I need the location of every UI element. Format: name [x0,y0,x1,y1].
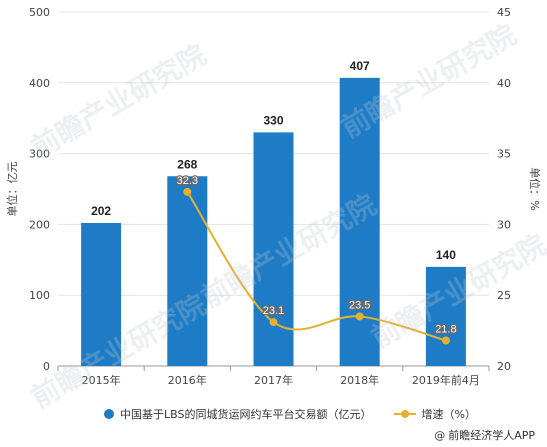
bar [339,77,380,367]
bar [253,132,294,366]
source-footer: @ 前瞻经济学人APP [434,427,535,443]
line-point [355,312,364,321]
legend-label-bar: 中国基于LBS的同城货运网约车平台交易额（亿元） [120,408,372,421]
legend-swatch-bar [104,409,115,419]
right-axis-tick-label: 25 [497,289,511,302]
bar-data-label: 268 [177,157,197,171]
line-point [269,318,278,327]
legend-item-line: 增速（%） [393,406,476,422]
legend: 中国基于LBS的同城货运网约车平台交易额（亿元） 增速（%） [60,405,520,423]
left-axis-tick-label: 0 [43,360,50,373]
left-axis-tick-label: 100 [29,289,50,302]
bar-data-label: 330 [263,113,283,127]
left-axis-tick-label: 400 [29,77,50,90]
legend-item-bar: 中国基于LBS的同城货运网约车平台交易额（亿元） [104,406,372,422]
bar [167,176,208,366]
legend-label-line: 增速（%） [421,408,476,421]
left-axis-tick-label: 200 [29,218,50,231]
right-axis: 20 25 30 35 40 45 [497,6,511,373]
bar-data-label: 202 [91,204,111,218]
right-axis-tick-label: 40 [497,77,511,90]
line-data-labels: 32.3 23.1 23.5 21.8 [175,174,458,337]
line-data-label: 23.1 [263,305,284,317]
x-axis-tick-label: 2016年 [168,373,207,387]
bar-series [81,77,466,367]
right-axis-tick-label: 35 [497,148,511,161]
line-data-label: 21.8 [435,324,456,336]
line-data-label: 23.5 [349,299,370,311]
x-axis-tick-label: 2018年 [340,373,379,387]
footer-source: 前瞻经济学人APP [448,429,535,442]
right-axis-tick-label: 45 [497,6,511,19]
bar [425,266,466,366]
bar-data-label: 407 [350,59,370,73]
x-axis-tick-label: 2015年 [82,373,121,387]
left-axis-tick-label: 500 [29,6,50,19]
x-axis-tick-label: 2017年 [254,373,293,387]
bar-data-labels: 202 268 330 407 140 [91,59,456,262]
legend-swatch-line [393,409,416,419]
x-axis-tick-label: 2019年前4月 [412,373,480,387]
line-point [183,187,192,196]
left-axis-tick-label: 300 [29,148,50,161]
right-axis-tick-label: 30 [497,218,511,231]
left-axis-title: 单位：亿元 [5,162,19,217]
line-series-path [186,191,447,342]
line-data-label: 32.3 [177,175,198,187]
at-icon: @ [434,428,446,442]
bar [81,222,122,366]
x-axis: 2015年 2016年 2017年 2018年 2019年前4月 [57,366,490,387]
right-axis-tick-label: 20 [497,360,511,373]
right-axis-title: 单位：% [528,167,542,210]
line-point [441,336,450,345]
bar-data-label: 140 [436,248,456,262]
left-axis: 0 100 200 300 400 500 [29,6,50,373]
line-series [183,187,450,345]
